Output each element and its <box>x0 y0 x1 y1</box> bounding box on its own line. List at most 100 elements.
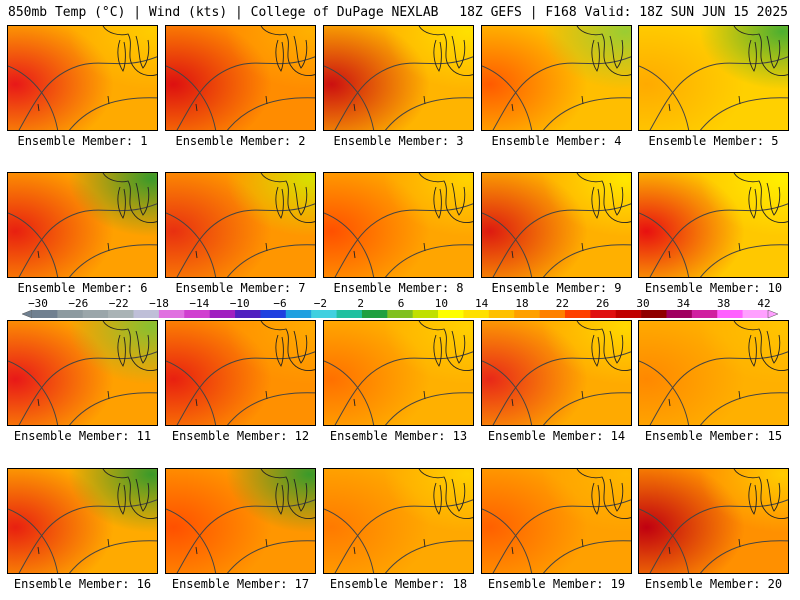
member-label: Ensemble Member: 19 <box>487 577 626 591</box>
ensemble-panel <box>7 172 158 278</box>
valid-time: 18Z GEFS | F168 Valid: 18Z SUN JUN 15 20… <box>459 5 788 20</box>
ensemble-panel <box>481 468 632 574</box>
colorbar-swatch <box>285 310 312 318</box>
member-label: Ensemble Member: 4 <box>491 134 622 148</box>
temperature-map <box>324 321 473 425</box>
temperature-map <box>8 321 157 425</box>
temperature-map <box>639 321 788 425</box>
colorbar-tick-label: 14 <box>475 297 489 310</box>
member-label: Ensemble Member: 5 <box>648 134 779 148</box>
colorbar-tick-label: 10 <box>435 297 448 310</box>
colorbar-swatch <box>133 310 160 318</box>
member-label: Ensemble Member: 9 <box>491 281 622 295</box>
member-label: Ensemble Member: 6 <box>17 281 148 295</box>
ensemble-panel <box>638 320 789 426</box>
map-title: 850mb Temp (°C) | Wind (kts) | College o… <box>8 5 439 20</box>
colorbar-swatch <box>361 310 388 318</box>
member-label: Ensemble Member: 7 <box>175 281 306 295</box>
colorbar-tick-label: 34 <box>677 297 691 310</box>
member-label: Ensemble Member: 8 <box>333 281 464 295</box>
colorbar-tick-label: −26 <box>68 297 88 310</box>
colorbar-tick-label: 30 <box>636 297 649 310</box>
colorbar-tick-label: −10 <box>230 297 250 310</box>
colorbar-tick-label: 38 <box>717 297 730 310</box>
colorbar-swatch <box>412 310 439 318</box>
colorbar-swatch <box>260 310 287 318</box>
colorbar-swatch <box>209 310 236 318</box>
member-label: Ensemble Member: 20 <box>644 577 783 591</box>
temperature-map <box>639 173 788 277</box>
ensemble-panel <box>638 468 789 574</box>
colorbar-swatch <box>387 310 413 318</box>
colorbar-swatch <box>311 310 337 318</box>
temperature-map <box>166 173 315 277</box>
colorbar-swatch <box>235 310 261 318</box>
colorbar-swatch <box>691 310 718 318</box>
ensemble-panel <box>165 172 316 278</box>
temperature-map <box>482 469 631 573</box>
colorbar-tick-label: −30 <box>28 297 48 310</box>
colorbar-swatch <box>158 310 185 318</box>
member-label: Ensemble Member: 18 <box>329 577 468 591</box>
member-label: Ensemble Member: 11 <box>13 429 152 443</box>
temperature-map <box>8 26 157 130</box>
member-label: Ensemble Member: 15 <box>644 429 783 443</box>
colorbar-tick-label: −2 <box>314 297 327 310</box>
member-label: Ensemble Member: 2 <box>175 134 306 148</box>
ensemble-panel <box>481 25 632 131</box>
temperature-colorbar: −30 −26 −22 −18 −14 −10 −6 −2 2 6 10 14 18 22 26 30 34 38… <box>0 296 800 320</box>
colorbar-swatch <box>488 310 515 318</box>
temperature-map <box>639 26 788 130</box>
colorbar-swatch <box>717 310 743 318</box>
ensemble-panel <box>165 25 316 131</box>
ensemble-panel <box>323 172 474 278</box>
member-label: Ensemble Member: 16 <box>13 577 152 591</box>
colorbar-tick-label: 2 <box>357 297 364 310</box>
temperature-map <box>324 26 473 130</box>
colorbar-swatch <box>32 310 58 318</box>
temperature-map <box>8 173 157 277</box>
colorbar-tick-label: −14 <box>189 297 209 310</box>
colorbar-tick-label: 22 <box>556 297 569 310</box>
ensemble-panel <box>323 320 474 426</box>
member-label: Ensemble Member: 17 <box>171 577 310 591</box>
member-label: Ensemble Member: 1 <box>17 134 148 148</box>
colorbar-tick-label: 6 <box>398 297 405 310</box>
colorbar-swatch <box>666 310 693 318</box>
colorbar-right-arrow <box>767 309 779 319</box>
temperature-map <box>482 321 631 425</box>
colorbar-left-arrow <box>21 309 33 319</box>
member-label: Ensemble Member: 14 <box>487 429 626 443</box>
colorbar-swatch <box>336 310 363 318</box>
colorbar-swatch <box>463 310 490 318</box>
colorbar-tick-label: −22 <box>109 297 129 310</box>
ensemble-panel <box>481 172 632 278</box>
colorbar-tick-label: 42 <box>757 297 770 310</box>
colorbar-swatch <box>108 310 134 318</box>
ensemble-panel <box>638 25 789 131</box>
temperature-map <box>482 173 631 277</box>
colorbar-swatch <box>57 310 84 318</box>
colorbar-swatch <box>539 310 566 318</box>
member-label: Ensemble Member: 12 <box>171 429 310 443</box>
ensemble-panel <box>323 25 474 131</box>
colorbar-tick-label: −6 <box>273 297 286 310</box>
temperature-map <box>166 26 315 130</box>
temperature-map <box>324 173 473 277</box>
colorbar-tick-label: −18 <box>149 297 169 310</box>
colorbar-graphic: −30 −26 −22 −18 −14 −10 −6 −2 2 6 10 14 18 22 26 30 34 38… <box>21 297 779 319</box>
colorbar-swatch <box>590 310 617 318</box>
ensemble-panel <box>481 320 632 426</box>
temperature-map <box>8 469 157 573</box>
ensemble-panel <box>7 25 158 131</box>
temperature-map <box>639 469 788 573</box>
ensemble-panel <box>7 320 158 426</box>
colorbar-swatch <box>615 310 642 318</box>
member-label: Ensemble Member: 3 <box>333 134 464 148</box>
member-label: Ensemble Member: 10 <box>644 281 783 295</box>
colorbar-swatch <box>438 310 464 318</box>
temperature-map <box>324 469 473 573</box>
colorbar-tick-label: 18 <box>515 297 528 310</box>
colorbar-swatch <box>742 310 769 318</box>
ensemble-panel <box>7 468 158 574</box>
